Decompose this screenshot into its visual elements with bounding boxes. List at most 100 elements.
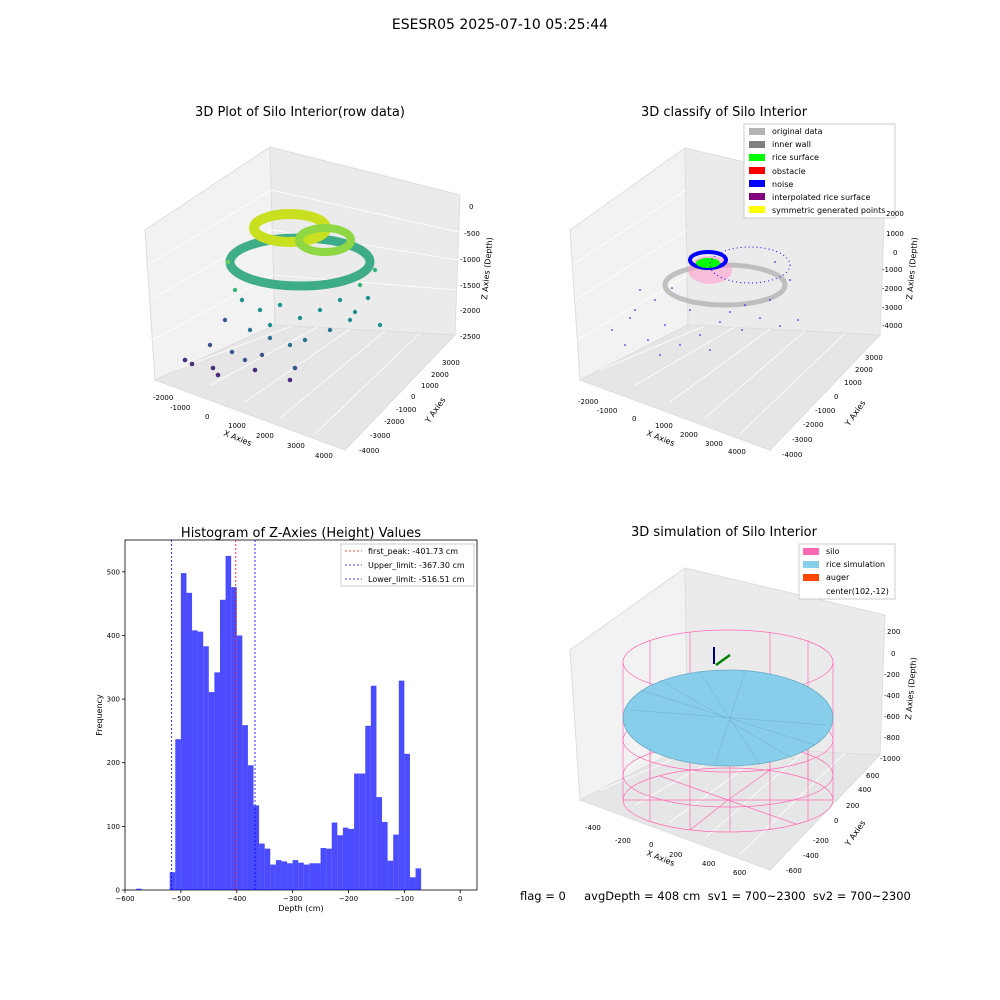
panel1-title: 3D Plot of Silo Interior(row data) bbox=[195, 105, 405, 120]
panel-raw-3d: 3D Plot of Silo Interior(row data) bbox=[144, 105, 494, 460]
histogram-bar bbox=[398, 680, 405, 890]
histogram-xtick-label: −100 bbox=[395, 895, 414, 903]
histogram-bar bbox=[326, 848, 332, 890]
histogram-bar bbox=[376, 797, 383, 890]
panel1-ylabel: Y Axies bbox=[423, 396, 448, 426]
svg-text:200: 200 bbox=[846, 802, 859, 810]
histogram-bar bbox=[203, 646, 209, 890]
svg-text:-4000: -4000 bbox=[782, 451, 802, 459]
histogram-bar bbox=[415, 868, 422, 890]
svg-text:-500: -500 bbox=[464, 230, 480, 238]
svg-text:-3000: -3000 bbox=[882, 304, 902, 312]
histogram-bar bbox=[242, 725, 248, 890]
panel2-noise-arc bbox=[709, 246, 791, 284]
histogram-bar bbox=[314, 863, 321, 890]
panel4-legend-entries: silo rice simulation auger center(102,-1… bbox=[803, 547, 889, 596]
svg-text:600: 600 bbox=[866, 772, 879, 780]
svg-text:4000: 4000 bbox=[728, 448, 746, 456]
panel-simulation-3d: 3D simulation of Silo Interior bbox=[569, 525, 918, 877]
histogram-bar bbox=[197, 631, 204, 890]
histogram-bar bbox=[264, 848, 271, 890]
panel2-rice-surface bbox=[696, 258, 720, 268]
panel3-title: Histogram of Z-Axies (Height) Values bbox=[181, 526, 421, 541]
svg-text:Lower_limit: -516.51 cm: Lower_limit: -516.51 cm bbox=[368, 575, 465, 584]
svg-text:0: 0 bbox=[205, 413, 209, 421]
histogram-bars bbox=[136, 555, 422, 890]
panel1-xticks: -2000 -1000 0 1000 2000 3000 4000 bbox=[153, 394, 333, 460]
rice-simulation-surface bbox=[622, 669, 834, 767]
svg-text:-3000: -3000 bbox=[792, 436, 812, 444]
svg-text:symmetric generated points: symmetric generated points bbox=[772, 206, 885, 215]
histogram-bar bbox=[298, 862, 304, 890]
histogram-xticks: −600 −500 −400 −300 −200 −100 0 bbox=[115, 890, 462, 903]
svg-text:-600: -600 bbox=[884, 713, 900, 721]
svg-text:200: 200 bbox=[887, 628, 900, 636]
histogram-xtick-label: −500 bbox=[171, 895, 190, 903]
svg-text:400: 400 bbox=[702, 860, 715, 868]
svg-text:2000: 2000 bbox=[256, 432, 274, 440]
svg-text:0: 0 bbox=[469, 203, 473, 211]
panel2-zticks: 2000 1000 0 -1000 -2000 -3000 -4000 bbox=[882, 210, 904, 330]
histogram-bar bbox=[409, 877, 416, 890]
svg-text:rice simulation: rice simulation bbox=[826, 560, 885, 569]
svg-text:0: 0 bbox=[893, 249, 897, 257]
histogram-bar bbox=[387, 860, 394, 890]
panel4-ylabel: Y Axies bbox=[843, 819, 868, 849]
svg-text:3000: 3000 bbox=[705, 440, 723, 448]
svg-text:-200: -200 bbox=[615, 837, 631, 845]
svg-text:1000: 1000 bbox=[228, 422, 246, 430]
panel4-zlabel: Z Axies (Depth) bbox=[904, 657, 918, 720]
histogram-bar bbox=[287, 863, 293, 890]
panel2-xlabel: X Axies bbox=[645, 429, 676, 448]
panel2-zlabel: Z Axies (Depth) bbox=[905, 237, 919, 300]
panel4-xticks: -400 -200 0 200 400 600 bbox=[585, 824, 746, 877]
svg-text:-2000: -2000 bbox=[578, 398, 598, 406]
svg-text:4000: 4000 bbox=[315, 452, 333, 460]
svg-text:-1000: -1000 bbox=[815, 407, 835, 415]
svg-text:1000: 1000 bbox=[655, 422, 673, 430]
histogram-bar bbox=[214, 672, 220, 890]
panel1-floor-pane bbox=[153, 324, 457, 451]
svg-text:-1000: -1000 bbox=[396, 406, 416, 414]
svg-text:-200: -200 bbox=[884, 671, 900, 679]
panel2-ylabel: Y Axies bbox=[843, 399, 868, 429]
histogram-bar bbox=[231, 587, 237, 890]
histogram-ytick-label: 400 bbox=[107, 632, 120, 640]
svg-text:inner wall: inner wall bbox=[772, 140, 811, 149]
panel2-yticks: -4000 -3000 -2000 -1000 0 1000 2000 3000 bbox=[782, 354, 883, 459]
histogram-bar bbox=[180, 573, 187, 890]
svg-text:0: 0 bbox=[834, 393, 838, 401]
panel1-zticks: 0 -500 -1000 -1500 -2000 -2500 bbox=[460, 203, 480, 341]
panel2-legend-entries: original data inner wall rice surface ob… bbox=[749, 127, 885, 215]
svg-text:-2000: -2000 bbox=[803, 421, 823, 429]
svg-text:first_peak: -401.73 cm: first_peak: -401.73 cm bbox=[368, 547, 458, 556]
svg-text:original data: original data bbox=[772, 127, 823, 136]
panel1-yticks: -4000 -3000 -2000 -1000 0 1000 2000 3000 bbox=[359, 359, 460, 455]
histogram-bar bbox=[303, 864, 310, 890]
panel3-ylabel: Frequency bbox=[95, 694, 104, 736]
svg-text:2000: 2000 bbox=[680, 431, 698, 439]
histogram-bar bbox=[337, 835, 343, 890]
histogram-bar bbox=[342, 827, 349, 890]
panel3-legend-entries: first_peak: -401.73 cm Upper_limit: -367… bbox=[345, 547, 465, 584]
histogram-bar bbox=[136, 888, 142, 890]
svg-text:-3000: -3000 bbox=[370, 432, 390, 440]
svg-text:400: 400 bbox=[858, 786, 871, 794]
histogram-bar bbox=[365, 725, 371, 890]
histogram-bar bbox=[186, 592, 193, 890]
svg-text:-600: -600 bbox=[786, 867, 802, 875]
panel4-title: 3D simulation of Silo Interior bbox=[631, 525, 818, 540]
svg-text:-800: -800 bbox=[884, 734, 900, 742]
histogram-ytick-label: 0 bbox=[116, 887, 120, 895]
panel3-legend bbox=[340, 543, 475, 587]
histogram-bar bbox=[331, 822, 338, 890]
rice-surface-mesh bbox=[629, 670, 826, 766]
svg-text:2000: 2000 bbox=[855, 366, 873, 374]
panel-histogram: Histogram of Z-Axies (Height) Values −60… bbox=[95, 526, 478, 913]
svg-text:1000: 1000 bbox=[886, 230, 904, 238]
panel1-zlabel: Z Axies (Depth) bbox=[480, 237, 494, 300]
svg-text:-2000: -2000 bbox=[153, 394, 173, 402]
svg-text:-2500: -2500 bbox=[460, 333, 480, 341]
svg-text:-2000: -2000 bbox=[384, 418, 404, 426]
